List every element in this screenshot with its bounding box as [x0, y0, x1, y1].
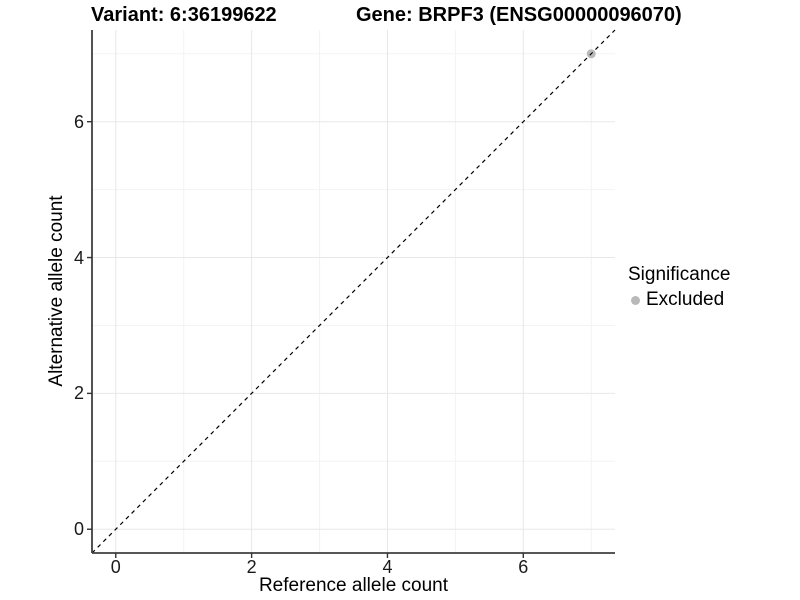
plot-panel [87, 29, 616, 558]
y-tick-label: 4 [73, 247, 84, 268]
legend-item-label: Excluded [646, 289, 725, 310]
legend: Significance Excluded [628, 264, 730, 311]
y-tick-label: 6 [73, 111, 84, 132]
identity-reference-line [91, 29, 616, 554]
x-tick-label: 6 [518, 557, 529, 577]
gene-title: Gene: BRPF3 (ENSG00000096070) [356, 4, 682, 26]
legend-title: Significance [628, 264, 731, 285]
x-tick-label: 0 [110, 557, 121, 577]
x-axis-title: Reference allele count [258, 575, 449, 596]
plot-canvas [87, 29, 616, 558]
legend-point-swatch-icon [631, 295, 640, 305]
variant-title: Variant: 6:36199622 [91, 4, 277, 26]
y-tick-label: 2 [73, 383, 84, 404]
x-tick-label: 4 [382, 557, 393, 577]
legend-item-excluded: Excluded [628, 289, 730, 311]
y-tick-label: 0 [73, 519, 84, 540]
y-axis-title: Alternative allele count [46, 195, 67, 387]
x-tick-label: 2 [246, 557, 257, 577]
